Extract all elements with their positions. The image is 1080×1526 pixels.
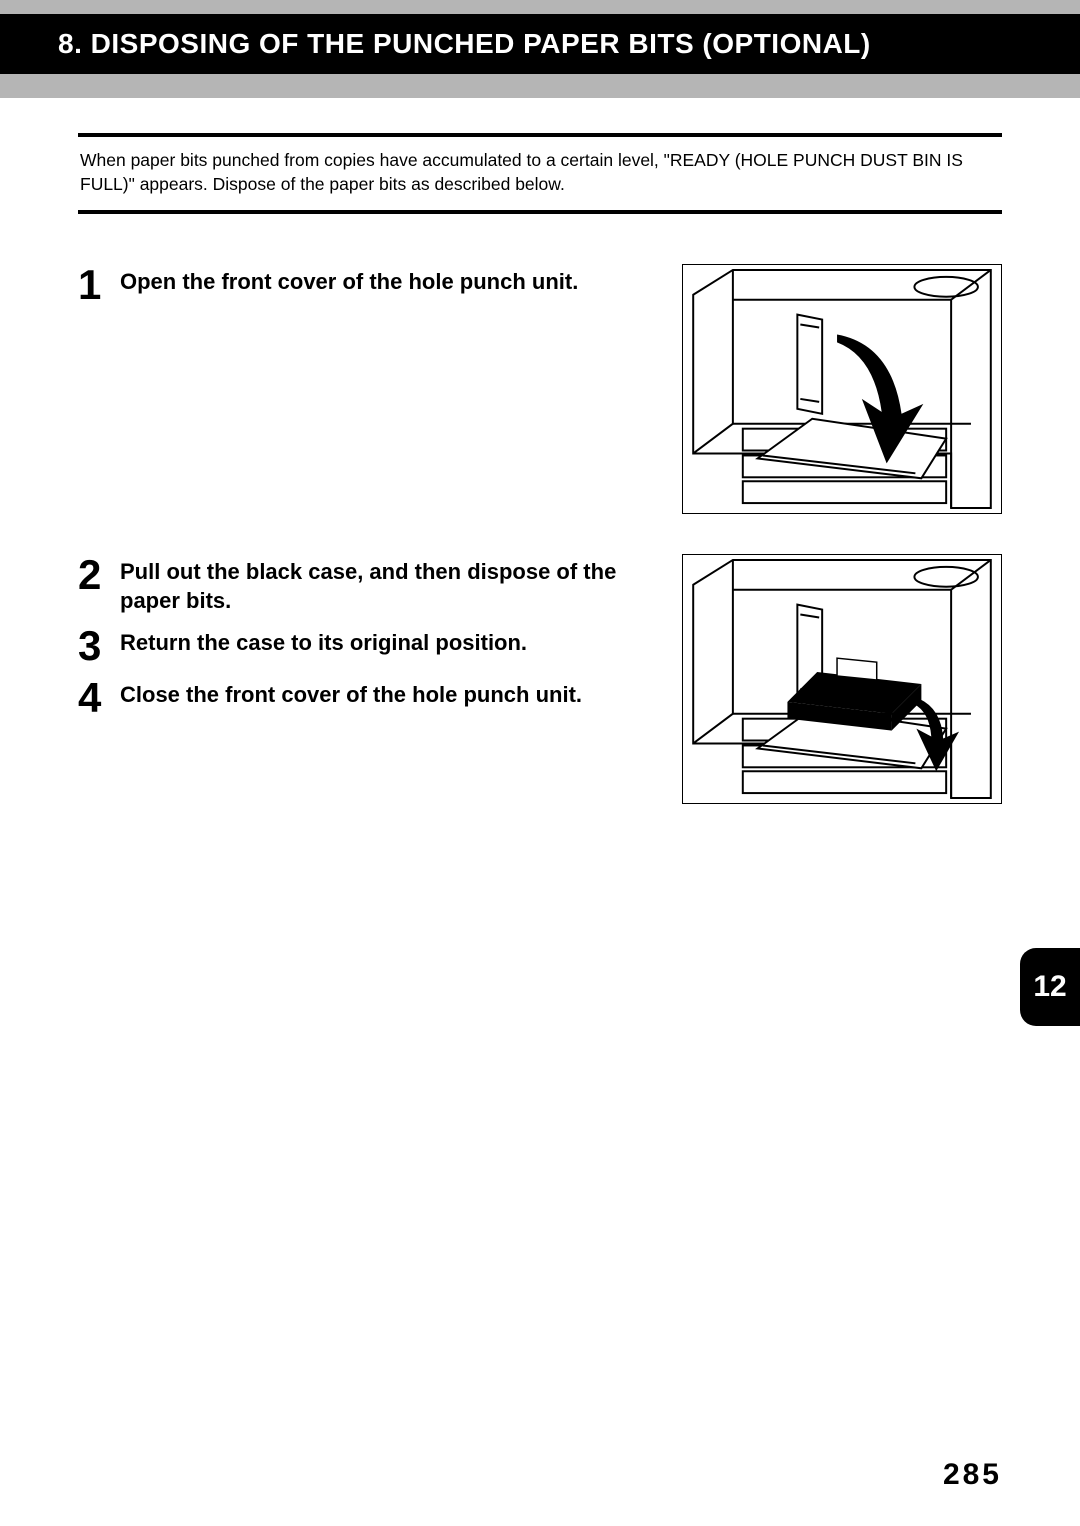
- step-1-number: 1: [78, 264, 106, 306]
- step-3: 3 Return the case to its original positi…: [78, 625, 662, 667]
- step-3-text: Return the case to its original position…: [120, 625, 527, 658]
- header-title: 8. DISPOSING OF THE PUNCHED PAPER BITS (…: [58, 28, 871, 60]
- page-number: 285: [943, 1458, 1002, 1492]
- step-1-left: 1 Open the front cover of the hole punch…: [78, 264, 662, 316]
- step-2-text: Pull out the black case, and then dispos…: [120, 554, 662, 615]
- intro-text: When paper bits punched from copies have…: [78, 149, 1002, 196]
- step-4-text: Close the front cover of the hole punch …: [120, 677, 582, 710]
- section-number: 8.: [58, 28, 82, 59]
- divider-top: [78, 133, 1002, 137]
- chapter-number: 12: [1033, 970, 1066, 1004]
- step-2: 2 Pull out the black case, and then disp…: [78, 554, 662, 615]
- step-1-text: Open the front cover of the hole punch u…: [120, 264, 578, 297]
- black-case-icon: [787, 658, 921, 730]
- step-1: 1 Open the front cover of the hole punch…: [78, 264, 662, 306]
- step-row-2: 2 Pull out the black case, and then disp…: [78, 554, 1002, 804]
- step-4-number: 4: [78, 677, 106, 719]
- header-overlay: 8. DISPOSING OF THE PUNCHED PAPER BITS (…: [0, 14, 1080, 74]
- step-3-number: 3: [78, 625, 106, 667]
- divider-bottom: [78, 210, 1002, 214]
- section-title: DISPOSING OF THE PUNCHED PAPER BITS (OPT…: [91, 28, 871, 59]
- illustration-2: [682, 554, 1002, 804]
- step-4: 4 Close the front cover of the hole punc…: [78, 677, 662, 719]
- chapter-tab: 12: [1020, 948, 1080, 1026]
- printer-pull-case-illustration: [683, 555, 1001, 803]
- illustration-1: [682, 264, 1002, 514]
- content-area: When paper bits punched from copies have…: [0, 98, 1080, 804]
- printer-open-cover-illustration: [683, 265, 1001, 513]
- header-bar: 8. DISPOSING OF THE PUNCHED PAPER BITS (…: [0, 0, 1080, 98]
- steps-2-4-left: 2 Pull out the black case, and then disp…: [78, 554, 662, 729]
- step-2-number: 2: [78, 554, 106, 596]
- step-row-1: 1 Open the front cover of the hole punch…: [78, 264, 1002, 514]
